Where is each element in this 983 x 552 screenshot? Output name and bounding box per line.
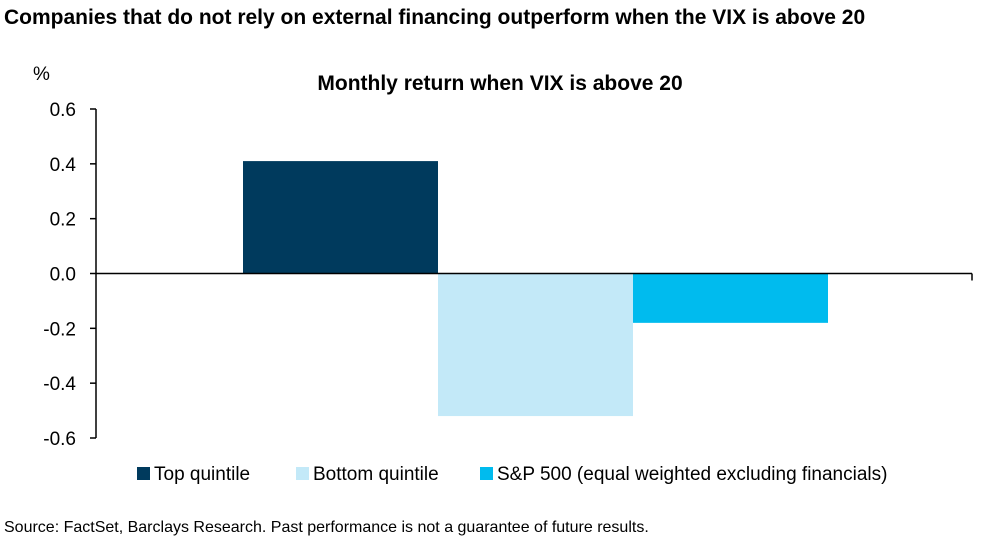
legend-item: S&P 500 (equal weighted excluding financ… (480, 464, 887, 485)
legend-label: Bottom quintile (313, 464, 439, 485)
source-note: Source: FactSet, Barclays Research. Past… (4, 519, 649, 536)
legend-item: Bottom quintile (296, 464, 439, 485)
x-axis (96, 272, 973, 281)
bar (243, 161, 438, 274)
y-tick-label: -0.6 (43, 429, 76, 450)
y-tick-label: 0.0 (50, 265, 76, 286)
legend-swatch (480, 467, 493, 480)
legend: Top quintile Bottom quintile S&P 500 (equa… (137, 464, 887, 485)
y-tick-label: 0.6 (50, 100, 76, 121)
legend-item: Top quintile (137, 464, 250, 485)
y-tick-label: -0.4 (43, 374, 76, 395)
legend-label: S&P 500 (equal weighted excluding financ… (497, 464, 887, 485)
bars (243, 161, 828, 417)
legend-swatch (137, 467, 150, 480)
y-axis: 0.6 0.4 0.2 0.0 -0.2 -0.4 -0.6 (43, 100, 97, 450)
chart-title: Monthly return when VIX is above 20 (317, 72, 682, 95)
bar-chart: % Monthly return when VIX is above 20 0.… (33, 64, 973, 485)
y-tick-label: 0.4 (50, 155, 77, 176)
legend-swatch (296, 467, 309, 480)
y-tick-label: -0.2 (43, 319, 76, 340)
bar (633, 273, 828, 323)
y-tick-label: 0.2 (50, 210, 76, 231)
bar (438, 273, 633, 417)
headline: Companies that do not rely on external f… (4, 6, 866, 29)
y-axis-unit-label: % (33, 64, 50, 85)
legend-label: Top quintile (154, 464, 250, 485)
